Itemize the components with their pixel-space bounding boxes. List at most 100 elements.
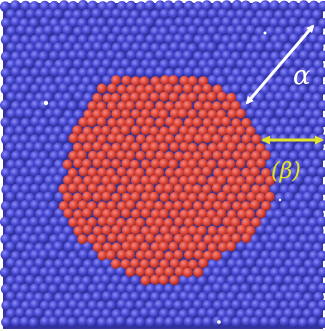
matrix-particle bbox=[212, 33, 224, 44]
matrix-particle bbox=[5, 291, 17, 302]
matrix-particle bbox=[135, 33, 146, 45]
matrix-particle bbox=[150, 9, 161, 21]
matrix-particle bbox=[106, 282, 118, 294]
matrix-particle bbox=[58, 216, 69, 227]
matrix-particle bbox=[5, 175, 17, 186]
matrix-particle bbox=[298, 299, 309, 310]
matrix-particle bbox=[19, 133, 30, 145]
matrix-particle bbox=[278, 0, 290, 12]
inclusion-particle bbox=[179, 93, 190, 103]
matrix-particle bbox=[288, 167, 300, 178]
inclusion-particle bbox=[255, 192, 266, 203]
matrix-particle bbox=[269, 250, 281, 261]
matrix-particle bbox=[126, 49, 137, 61]
inclusion-particle bbox=[92, 93, 103, 103]
inclusion-particle bbox=[158, 158, 169, 169]
matrix-particle bbox=[10, 16, 21, 28]
inclusion-particle bbox=[174, 100, 185, 111]
matrix-particle bbox=[91, 58, 103, 70]
matrix-particle bbox=[125, 66, 136, 78]
matrix-particle bbox=[49, 150, 60, 162]
matrix-particle bbox=[0, 150, 12, 161]
inclusion-particle bbox=[101, 108, 112, 119]
matrix-particle bbox=[43, 292, 54, 303]
matrix-particle bbox=[158, 308, 170, 319]
matrix-particle bbox=[318, 50, 325, 62]
matrix-particle bbox=[5, 241, 16, 253]
inclusion-particle bbox=[212, 117, 223, 127]
matrix-particle bbox=[206, 307, 218, 319]
inclusion-particle bbox=[77, 150, 87, 161]
inclusion-particle bbox=[120, 259, 131, 269]
matrix-particle bbox=[101, 25, 112, 37]
matrix-particle bbox=[24, 274, 36, 286]
inclusion-particle bbox=[107, 117, 118, 128]
matrix-particle bbox=[30, 83, 41, 95]
matrix-particle bbox=[302, 308, 314, 320]
matrix-particle bbox=[312, 25, 324, 37]
matrix-particle bbox=[259, 316, 271, 328]
matrix-particle bbox=[25, 42, 36, 54]
inclusion-particle bbox=[264, 191, 275, 202]
inclusion-particle bbox=[206, 159, 217, 170]
inclusion-particle bbox=[164, 134, 175, 144]
matrix-particle bbox=[163, 283, 175, 295]
matrix-particle bbox=[292, 291, 304, 303]
inclusion-particle bbox=[126, 183, 137, 194]
inclusion-particle bbox=[241, 134, 252, 144]
inclusion-particle bbox=[183, 167, 194, 178]
matrix-particle bbox=[307, 266, 319, 278]
matrix-particle bbox=[57, 66, 69, 78]
matrix-particle bbox=[34, 124, 46, 136]
inclusion-particle bbox=[96, 101, 107, 112]
inclusion-particle bbox=[197, 175, 208, 186]
matrix-particle bbox=[15, 175, 26, 187]
matrix-particle bbox=[0, 83, 12, 95]
inclusion-particle bbox=[241, 151, 252, 162]
matrix-particle bbox=[111, 291, 122, 302]
inclusion-particle bbox=[125, 100, 136, 111]
inclusion-particle bbox=[235, 176, 246, 187]
matrix-particle bbox=[130, 309, 141, 320]
matrix-particle bbox=[86, 50, 98, 61]
matrix-particle bbox=[73, 91, 84, 102]
matrix-particle bbox=[20, 217, 31, 228]
matrix-particle bbox=[48, 166, 60, 178]
matrix-particle bbox=[135, 283, 147, 295]
matrix-particle bbox=[67, 1, 79, 12]
matrix-particle bbox=[312, 307, 324, 319]
matrix-particle bbox=[197, 291, 209, 303]
matrix-particle bbox=[30, 67, 41, 78]
inclusion-particle bbox=[251, 217, 261, 228]
inclusion-particle bbox=[187, 241, 198, 252]
matrix-particle bbox=[312, 109, 323, 120]
matrix-particle bbox=[187, 59, 199, 70]
matrix-particle bbox=[96, 50, 107, 62]
matrix-particle bbox=[164, 33, 175, 45]
matrix-particle bbox=[167, 8, 179, 20]
matrix-particle bbox=[29, 249, 41, 261]
inclusion-particle bbox=[226, 193, 237, 203]
inclusion-particle bbox=[213, 167, 223, 178]
matrix-particle bbox=[318, 100, 325, 111]
matrix-particle bbox=[144, 17, 155, 28]
matrix-particle bbox=[274, 192, 286, 204]
matrix-particle bbox=[154, 49, 166, 61]
inclusion-particle bbox=[217, 158, 228, 169]
matrix-particle bbox=[283, 225, 295, 237]
inclusion-particle bbox=[158, 241, 169, 252]
inclusion-particle bbox=[246, 191, 257, 202]
matrix-particle bbox=[62, 24, 73, 36]
matrix-particle bbox=[216, 58, 228, 69]
inclusion-particle bbox=[231, 167, 242, 178]
matrix-particle bbox=[62, 41, 74, 53]
matrix-particle bbox=[54, 191, 65, 203]
matrix-particle bbox=[264, 257, 275, 269]
inclusion-particle bbox=[120, 125, 131, 136]
matrix-particle bbox=[77, 282, 88, 294]
matrix-particle bbox=[207, 25, 218, 37]
matrix-particle bbox=[188, 8, 199, 20]
matrix-particle bbox=[58, 33, 69, 44]
matrix-particle bbox=[279, 117, 291, 128]
inclusion-particle bbox=[182, 267, 193, 278]
